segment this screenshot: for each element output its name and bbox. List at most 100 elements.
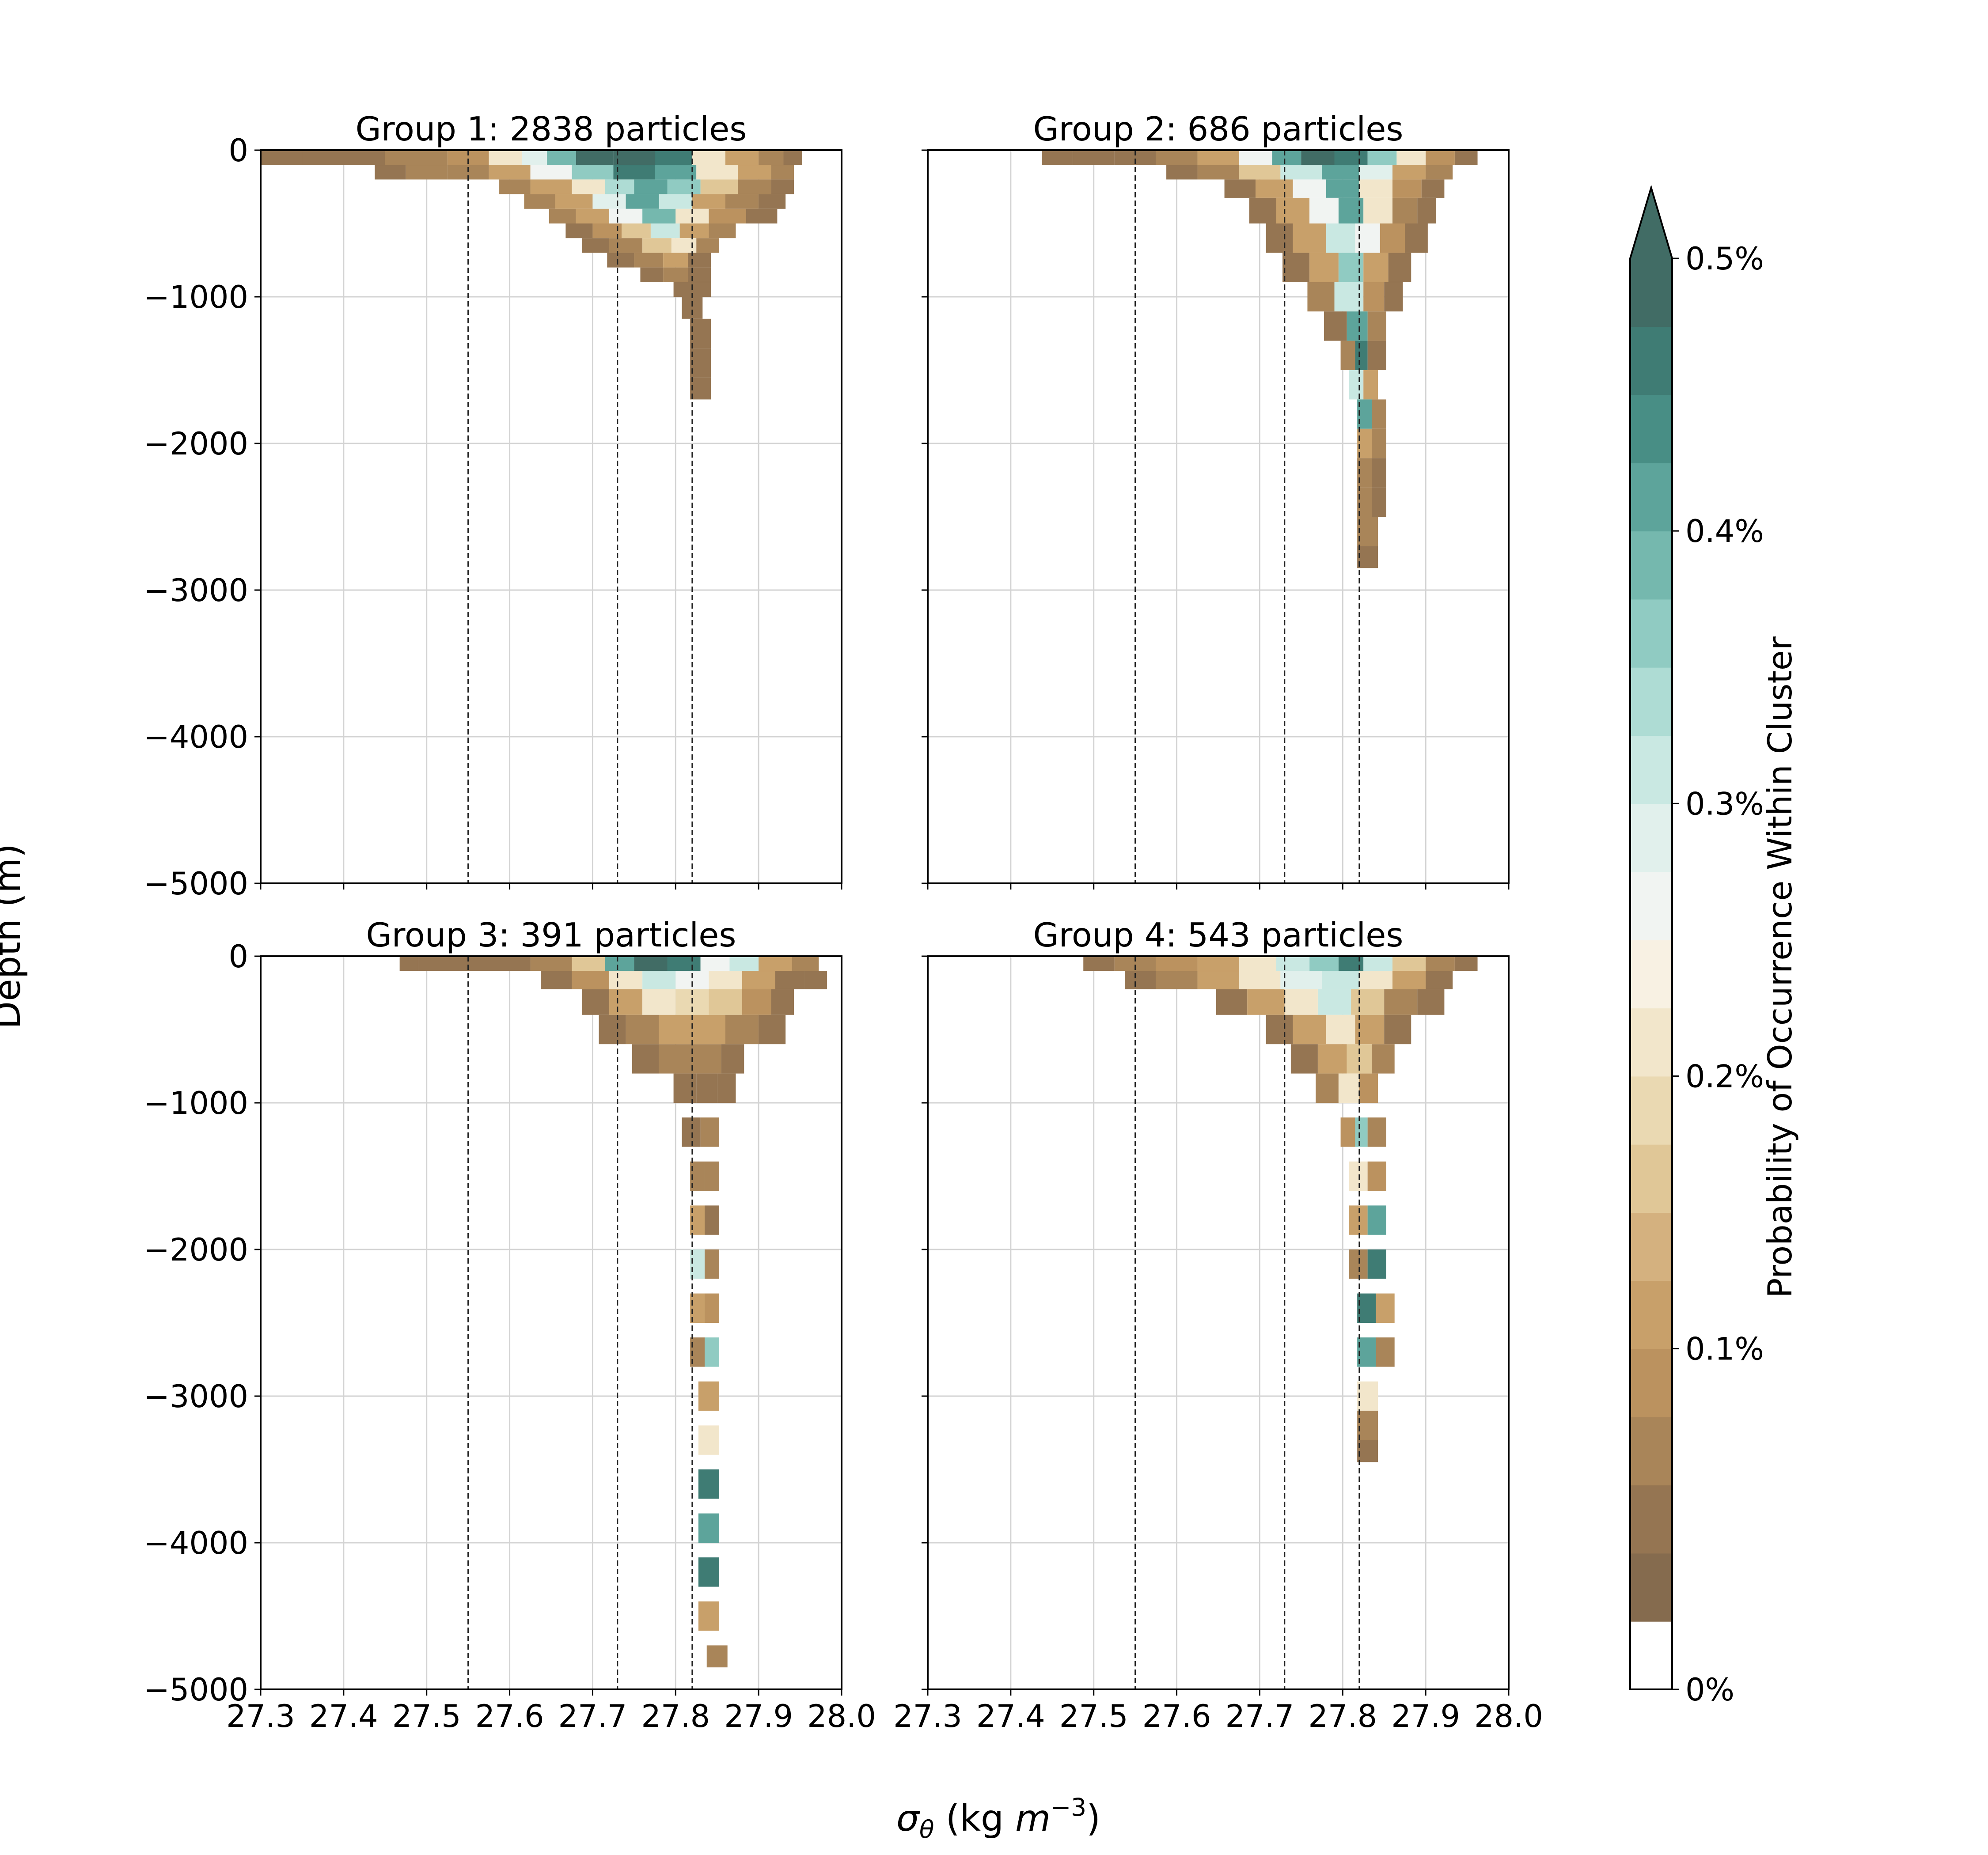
- density-cell: [572, 971, 609, 989]
- density-cell: [659, 1044, 692, 1074]
- density-cell: [632, 1044, 659, 1074]
- x-axis-label-unit-m: m: [1015, 1798, 1051, 1840]
- density-cell: [541, 971, 572, 989]
- colorbar-segment: [1630, 1553, 1672, 1622]
- density-cell: [1326, 179, 1359, 198]
- density-cell: [605, 179, 634, 194]
- x-tick-label: 27.5: [392, 1698, 461, 1734]
- density-cell: [1388, 253, 1411, 282]
- x-axis-label: σθ (kg m−3): [896, 1793, 1100, 1844]
- density-cell: [1347, 311, 1368, 341]
- density-cell: [1384, 282, 1403, 312]
- density-cell: [1454, 150, 1478, 165]
- density-cell: [592, 194, 626, 209]
- density-cell: [1367, 1249, 1386, 1279]
- colorbar-segment: [1630, 1144, 1672, 1213]
- density-cell: [692, 1044, 721, 1074]
- density-cell: [1239, 971, 1281, 989]
- density-cell: [1355, 1015, 1385, 1045]
- colorbar-segment: [1630, 1348, 1672, 1417]
- density-cell: [692, 194, 725, 209]
- panel-frame: [927, 149, 1510, 884]
- colorbar-label: Probability of Occurrence Within Cluster: [1760, 636, 1799, 1298]
- density-cell: [399, 956, 418, 971]
- x-tick-label: 27.3: [893, 1698, 962, 1734]
- density-cell: [1266, 223, 1293, 253]
- density-cell: [1357, 517, 1378, 546]
- density-cell: [609, 989, 643, 1015]
- x-tick-label: 27.8: [641, 1698, 710, 1734]
- density-cell: [1426, 150, 1455, 165]
- density-cell: [642, 971, 676, 989]
- colorbar-segment: [1630, 667, 1672, 736]
- panel-group-3: 27.3 27.4 27.5 27.6 27.7 27.8 27.9 28.0 0 −1000 −2…: [144, 916, 876, 1734]
- density-cell: [1357, 1337, 1376, 1367]
- density-cell: [1367, 341, 1386, 370]
- density-cell: [1357, 1381, 1378, 1411]
- density-cell: [725, 150, 759, 165]
- density-cell: [1322, 165, 1359, 180]
- density-cell: [572, 956, 605, 971]
- colorbar-segment: [1630, 394, 1672, 463]
- density-cell: [667, 956, 701, 971]
- density-cell: [1293, 223, 1326, 253]
- density-cell: [775, 971, 804, 989]
- colorbar-segment: [1630, 1416, 1672, 1486]
- density-cell: [1073, 150, 1115, 165]
- colorbar-segment: [1630, 258, 1672, 327]
- density-cell: [1197, 150, 1239, 165]
- density-cell: [634, 956, 668, 971]
- density-cell: [721, 1044, 744, 1074]
- density-cell: [700, 956, 730, 971]
- x-tick-label: 27.4: [976, 1698, 1045, 1734]
- density-cell: [742, 971, 775, 989]
- panel-title: Group 4: 543 particles: [1033, 916, 1404, 954]
- x-tick-label: 27.9: [724, 1698, 793, 1734]
- colorbar-tick-label: 0.2%: [1685, 1058, 1764, 1094]
- density-cell: [576, 150, 614, 165]
- density-cell: [673, 282, 692, 297]
- density-cell: [663, 267, 688, 282]
- density-cell: [1293, 1015, 1326, 1045]
- density-cell: [1272, 150, 1301, 165]
- colorbar-segment: [1630, 735, 1672, 804]
- density-cell: [1357, 546, 1378, 568]
- y-tick-label: −3000: [144, 572, 248, 609]
- density-cell: [696, 1073, 717, 1103]
- density-cell: [1156, 150, 1198, 165]
- density-cell: [1392, 956, 1426, 971]
- density-cell: [1421, 179, 1445, 198]
- panel-title: Group 3: 391 particles: [366, 916, 736, 954]
- density-cell: [1417, 197, 1436, 223]
- y-tick-label: 0: [228, 132, 248, 169]
- density-cell: [696, 238, 719, 253]
- density-cell: [609, 971, 643, 989]
- colorbar-segment: [1630, 599, 1672, 668]
- density-cell: [1355, 341, 1368, 370]
- density-cell: [1363, 253, 1389, 282]
- colorbar-tick-label: 0.3%: [1685, 786, 1764, 822]
- density-cell: [406, 165, 448, 180]
- y-tick-label: −2000: [144, 1232, 248, 1268]
- panel-group-2: Group 2: 686 particles: [922, 110, 1510, 890]
- density-cell: [549, 208, 576, 223]
- density-cell: [698, 1381, 719, 1411]
- colorbar-segment: [1630, 871, 1672, 940]
- density-cell: [692, 1015, 725, 1045]
- density-cell: [705, 1249, 719, 1279]
- density-cell: [705, 1337, 719, 1367]
- density-cell: [1367, 150, 1397, 165]
- density-cell: [1316, 1073, 1339, 1103]
- panels: 0 −1000 −2000 −3000 −4000 −5000 Group 1: 2838 …: [144, 110, 1543, 1734]
- density-cell: [572, 165, 614, 180]
- density-cell: [499, 179, 531, 194]
- density-cell: [1042, 150, 1073, 165]
- density-cell: [698, 1557, 719, 1587]
- density-cell: [1301, 150, 1335, 165]
- density-cell: [530, 956, 572, 971]
- density-cell: [1334, 282, 1364, 312]
- density-cells: [1042, 150, 1478, 568]
- density-cell: [783, 150, 802, 165]
- y-tick-label: −1000: [144, 279, 248, 315]
- colorbar-extend-arrow: [1630, 188, 1672, 258]
